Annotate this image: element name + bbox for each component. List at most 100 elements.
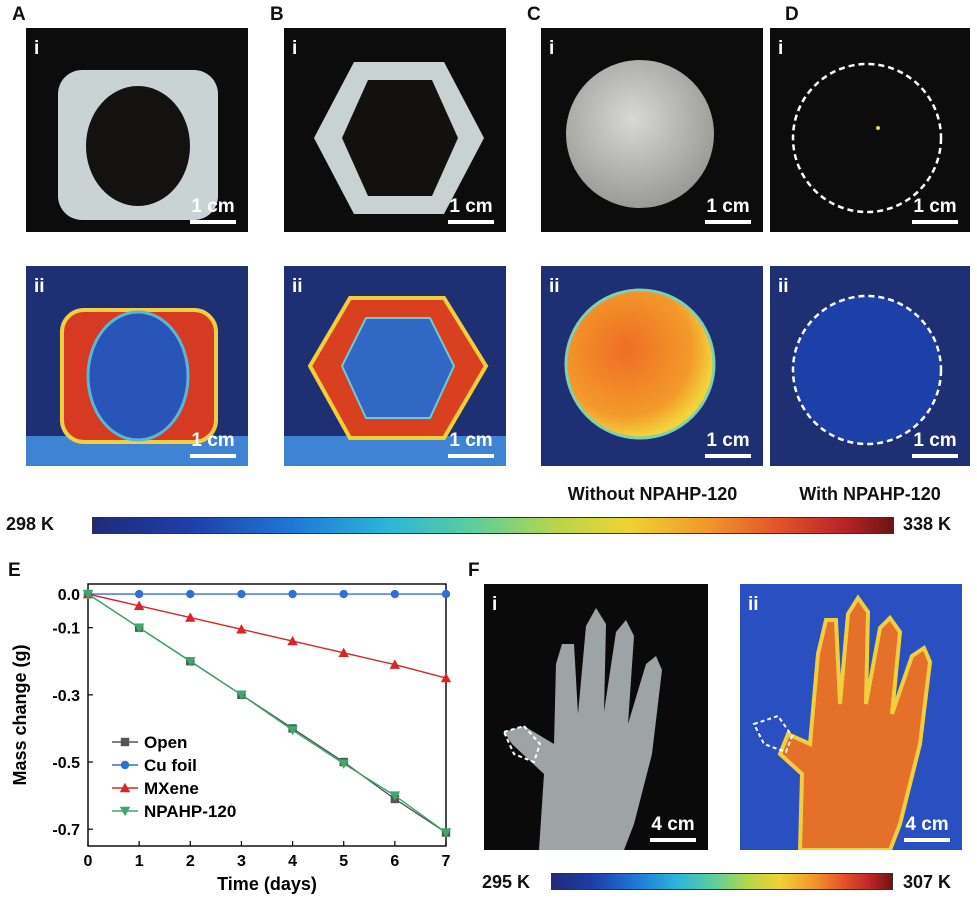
subpanel-label: i xyxy=(492,594,498,615)
scale-bar: 1 cm xyxy=(190,430,236,458)
y-tick-label: 0.0 xyxy=(58,587,80,604)
photo-f-i: i 4 cm xyxy=(484,584,708,850)
scale-bar: 1 cm xyxy=(912,196,958,224)
legend-label: Cu foil xyxy=(144,756,197,775)
subpanel-label: ii xyxy=(549,276,560,297)
scale-bar: 1 cm xyxy=(448,196,494,224)
photo-d-i: i 1 cm xyxy=(770,28,970,232)
y-tick-label: -0.3 xyxy=(52,688,80,705)
colorbar-min-label: 295 K xyxy=(482,872,531,892)
plot-frame xyxy=(87,583,447,847)
subpanel-label: i xyxy=(34,38,40,59)
x-tick-label: 1 xyxy=(135,853,144,870)
x-axis-label: Time (days) xyxy=(217,874,317,894)
data-point xyxy=(236,624,247,634)
thermal-f-ii: ii 4 cm xyxy=(740,584,962,850)
data-point xyxy=(236,690,247,701)
y-tick-label: -0.5 xyxy=(52,755,80,772)
panel-letter-d: D xyxy=(785,4,799,25)
data-point xyxy=(440,828,452,838)
data-point xyxy=(237,589,246,599)
panel-letter-f: F xyxy=(468,560,480,581)
data-point xyxy=(339,589,348,599)
caption-without-npahp: Without NPAHP-120 xyxy=(567,484,738,504)
x-tick-label: 3 xyxy=(237,853,246,870)
data-point xyxy=(440,672,452,683)
thermal-d-ii: ii 1 cm xyxy=(770,266,970,466)
legend-label: Open xyxy=(144,733,187,752)
subpanel-label: ii xyxy=(778,276,789,297)
data-point xyxy=(185,657,196,667)
data-point xyxy=(441,589,451,599)
subpanel-label: i xyxy=(549,38,555,59)
thermal-b-ii: ii 1 cm xyxy=(284,266,506,466)
subpanel-label: ii xyxy=(292,276,303,297)
colorbar-max-label: 338 K xyxy=(903,514,952,534)
x-tick-label: 6 xyxy=(390,853,399,870)
x-tick-label: 2 xyxy=(186,853,195,870)
data-point xyxy=(82,589,94,600)
series-line xyxy=(87,593,447,834)
thermal-disc-image xyxy=(564,288,716,440)
panel-letter-b: B xyxy=(270,4,284,25)
scale-bar: 1 cm xyxy=(705,196,751,224)
data-point xyxy=(134,589,144,599)
legend-label: NPAHP-120 xyxy=(144,802,236,821)
y-axis-label: Mass change (g) xyxy=(10,644,30,785)
scale-bar: 4 cm xyxy=(904,814,950,842)
x-tick-label: 7 xyxy=(442,853,451,870)
colorbar-min-label: 298 K xyxy=(6,514,55,534)
panel-letter-e: E xyxy=(8,560,21,581)
x-tick-label: 0 xyxy=(84,853,93,870)
legend-label: MXene xyxy=(144,779,199,798)
data-point xyxy=(133,600,145,611)
photo-a-i: i 1 cm xyxy=(26,28,248,232)
subpanel-label: i xyxy=(778,38,784,59)
legend-marker xyxy=(119,782,131,793)
x-tick-label: 5 xyxy=(339,853,348,870)
legend-marker xyxy=(119,806,131,817)
colorbar-max-label: 307 K xyxy=(903,872,952,892)
thermal-c-ii: ii 1 cm xyxy=(541,266,763,466)
scale-bar: 4 cm xyxy=(650,814,696,842)
temperature-colorbar xyxy=(92,517,894,534)
data-point xyxy=(287,635,298,646)
data-point xyxy=(185,612,196,622)
scale-bar: 1 cm xyxy=(448,430,494,458)
x-tick-label: 4 xyxy=(288,853,297,870)
scale-bar: 1 cm xyxy=(190,196,236,224)
hexagon-sample-image xyxy=(314,62,484,214)
subpanel-label: i xyxy=(292,38,298,59)
dashed-outline-image xyxy=(791,62,943,214)
thermal-square-image xyxy=(26,308,248,466)
square-sample-image xyxy=(58,70,218,220)
data-point xyxy=(338,647,349,658)
thermal-hexagon-image xyxy=(284,296,506,466)
series-line xyxy=(87,593,447,679)
panel-letter-a: A xyxy=(12,4,26,25)
subpanel-label: ii xyxy=(34,276,45,297)
data-point xyxy=(389,659,401,669)
legend-marker xyxy=(120,737,130,747)
scale-bar: 1 cm xyxy=(912,430,958,458)
data-point xyxy=(133,623,145,633)
data-point xyxy=(390,589,400,599)
thermal-dashed-disc-image xyxy=(791,294,943,446)
thermal-hand-image xyxy=(752,594,933,850)
y-tick-label: -0.7 xyxy=(52,822,80,839)
scale-bar: 1 cm xyxy=(705,430,751,458)
photo-b-i: i 1 cm xyxy=(284,28,506,232)
data-point xyxy=(186,589,195,599)
data-point xyxy=(287,725,298,736)
panel-letter-c: C xyxy=(527,4,541,25)
data-point xyxy=(389,791,401,801)
photo-c-i: i 1 cm xyxy=(541,28,763,232)
data-point xyxy=(338,759,349,769)
legend-marker xyxy=(120,760,130,770)
disc-sample-image xyxy=(566,60,714,208)
glove-hand-image xyxy=(502,608,662,850)
caption-with-npahp: With NPAHP-120 xyxy=(799,484,941,504)
y-tick-label: -0.1 xyxy=(52,621,80,638)
thermal-a-ii: ii 1 cm xyxy=(26,266,248,466)
temperature-colorbar xyxy=(551,873,893,890)
